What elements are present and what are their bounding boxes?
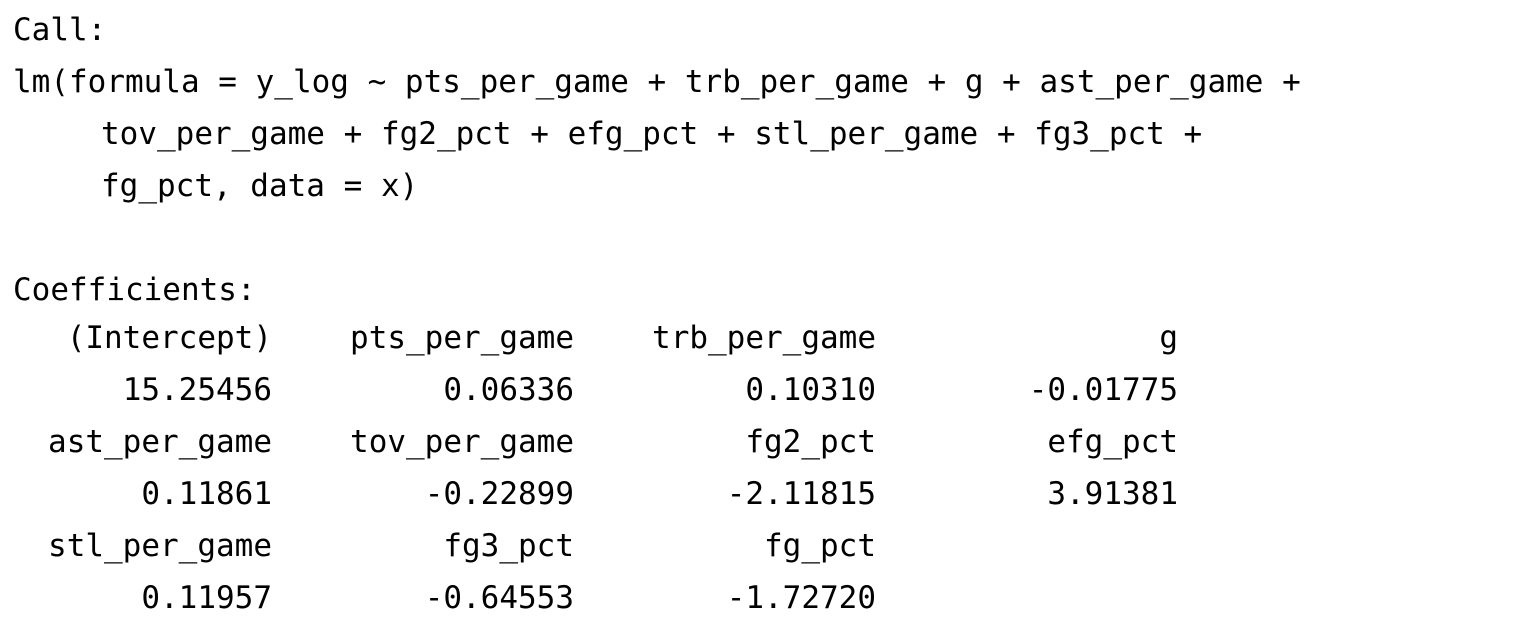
coefficient-values-row: 15.25456 0.06336 0.10310 -0.01775 xyxy=(0,364,1200,416)
call-formula-line-3: fg_pct, data = x) xyxy=(101,168,419,204)
call-label: Call: xyxy=(13,12,107,48)
coefficient-value: -1.72720 xyxy=(726,580,876,616)
coefficients-label: Coefficients: xyxy=(13,272,256,308)
coefficient-names-row: (Intercept) pts_per_game trb_per_game g xyxy=(0,312,1200,364)
coefficient-value: 0.11861 xyxy=(141,476,272,512)
coefficient-values-row: 0.11861 -0.22899 -2.11815 3.91381 xyxy=(0,468,1200,520)
coefficient-name: fg_pct xyxy=(764,528,876,564)
coefficient-name: trb_per_game xyxy=(652,320,876,356)
coefficient-name: ast_per_game xyxy=(48,424,272,460)
coefficient-value: -2.11815 xyxy=(726,476,876,512)
call-formula-line-2: tov_per_game + fg2_pct + efg_pct + stl_p… xyxy=(101,116,1203,152)
coefficients-table: (Intercept) pts_per_game trb_per_game g … xyxy=(0,312,1200,624)
coefficient-value: -0.64553 xyxy=(424,580,574,616)
coefficient-values-row: 0.11957 -0.64553 -1.72720 xyxy=(0,572,1200,624)
call-formula-line-1: lm(formula = y_log ~ pts_per_game + trb_… xyxy=(13,64,1301,100)
coefficient-name: g xyxy=(1159,320,1178,356)
coefficient-name: efg_pct xyxy=(1047,424,1178,460)
coefficient-value: -0.01775 xyxy=(1028,372,1178,408)
coefficient-name: fg2_pct xyxy=(745,424,876,460)
coefficient-name: (Intercept) xyxy=(66,320,272,356)
coefficient-names-row: ast_per_game tov_per_game fg2_pct efg_pc… xyxy=(0,416,1200,468)
coefficient-name: pts_per_game xyxy=(350,320,574,356)
coefficient-name: stl_per_game xyxy=(48,528,272,564)
coefficient-value: 0.06336 xyxy=(443,372,574,408)
coefficient-value: -0.22899 xyxy=(424,476,574,512)
coefficient-value: 0.10310 xyxy=(745,372,876,408)
coefficient-value: 15.25456 xyxy=(122,372,272,408)
coefficient-name: fg3_pct xyxy=(443,528,574,564)
coefficient-names-row: stl_per_game fg3_pct fg_pct xyxy=(0,520,1200,572)
coefficient-name: tov_per_game xyxy=(350,424,574,460)
coefficient-value: 0.11957 xyxy=(141,580,272,616)
coefficient-value: 3.91381 xyxy=(1047,476,1178,512)
